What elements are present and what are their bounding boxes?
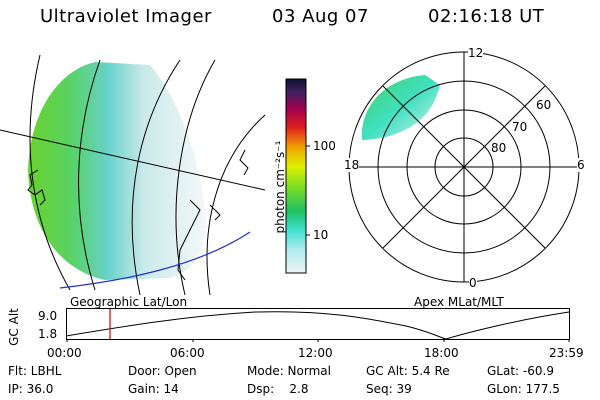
mlt-label-12: 12 xyxy=(468,46,484,60)
instrument-title: Ultraviolet Imager xyxy=(40,6,212,27)
time-label: 02:16:18 UT xyxy=(428,6,545,27)
mlt-label-0: 0 xyxy=(469,276,477,290)
status-ip: IP: 36.0 xyxy=(8,382,54,396)
auroral-oval-left xyxy=(28,62,207,280)
altitude-ymax: 9.0 xyxy=(38,309,58,323)
x-tick-1200: 12:00 xyxy=(298,346,333,360)
colorbar-tick-100: 100 xyxy=(313,139,336,153)
mlt-label-6: 6 xyxy=(577,158,585,172)
altitude-curve xyxy=(66,311,570,340)
geographic-map xyxy=(0,54,266,295)
x-tick-0000: 00:00 xyxy=(47,346,82,360)
x-tick-1800: 18:00 xyxy=(424,346,459,360)
status-mode: Mode: Normal xyxy=(247,364,331,378)
altitude-ylabel: GC Alt xyxy=(7,308,21,346)
status-dsp: Dsp: 2.8 xyxy=(247,382,309,396)
mlat-label-60: 60 xyxy=(536,98,552,112)
altitude-plot xyxy=(66,308,570,342)
x-tick-2359: 23:59 xyxy=(549,346,584,360)
geographic-caption: Geographic Lat/Lon xyxy=(70,295,188,309)
status-glat: GLat: -60.9 xyxy=(487,364,554,378)
status-filter: Flt: LBHL xyxy=(8,364,62,378)
status-seq: Seq: 39 xyxy=(366,382,412,396)
polar-plot xyxy=(348,51,580,283)
altitude-ymin: 1.8 xyxy=(38,327,58,341)
status-door: Door: Open xyxy=(128,364,197,378)
mlt-label-18: 18 xyxy=(344,158,360,172)
colorbar-tick-10: 10 xyxy=(313,228,329,242)
date-label: 03 Aug 07 xyxy=(272,6,369,27)
colorbar xyxy=(285,78,310,274)
status-gain: Gain: 14 xyxy=(128,382,179,396)
status-glon: GLon: 177.5 xyxy=(487,382,560,396)
mlat-label-70: 70 xyxy=(512,120,528,134)
mlat-label-80: 80 xyxy=(491,141,507,155)
colorbar-label: photon cm⁻²s⁻¹ xyxy=(273,140,287,234)
auroral-oval-right xyxy=(362,75,440,140)
status-gc-alt: GC Alt: 5.4 Re xyxy=(366,364,450,378)
x-tick-0600: 06:00 xyxy=(170,346,205,360)
polar-caption: Apex MLat/MLT xyxy=(414,295,504,309)
